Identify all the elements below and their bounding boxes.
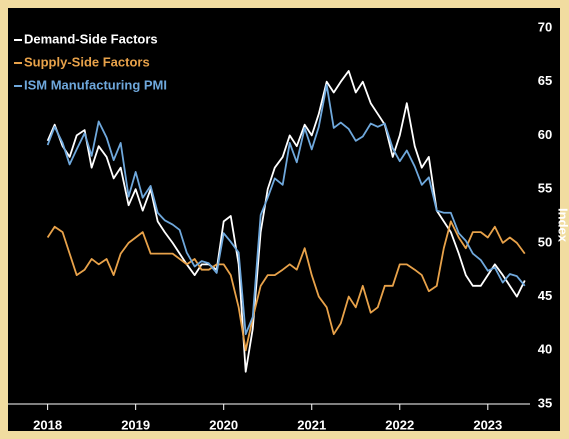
y-tick-label: 40 xyxy=(538,342,552,357)
x-tick-label: 2021 xyxy=(297,417,326,432)
x-tick-label: 2019 xyxy=(121,417,150,432)
y-tick-label: 35 xyxy=(538,395,552,410)
x-tick-label: 2022 xyxy=(385,417,414,432)
y-tick-label: 50 xyxy=(538,234,552,249)
legend-label: Demand-Side Factors xyxy=(24,31,158,46)
x-tick-label: 2020 xyxy=(209,417,238,432)
series-line xyxy=(46,84,526,336)
series-line xyxy=(46,220,526,352)
legend-label: ISM Manufacturing PMI xyxy=(24,77,167,92)
y-tick-label: 60 xyxy=(538,127,552,142)
y-axis-label: Index xyxy=(556,208,569,243)
y-tick-label: 70 xyxy=(538,19,552,34)
y-tick-label: 65 xyxy=(538,73,552,88)
legend-label: Supply-Side Factors xyxy=(24,54,150,69)
series-line xyxy=(46,70,526,373)
x-tick-label: 2023 xyxy=(473,417,502,432)
y-tick-label: 45 xyxy=(538,288,552,303)
y-tick-label: 55 xyxy=(538,181,552,196)
plot-background xyxy=(8,8,560,431)
x-tick-label: 2018 xyxy=(33,417,62,432)
